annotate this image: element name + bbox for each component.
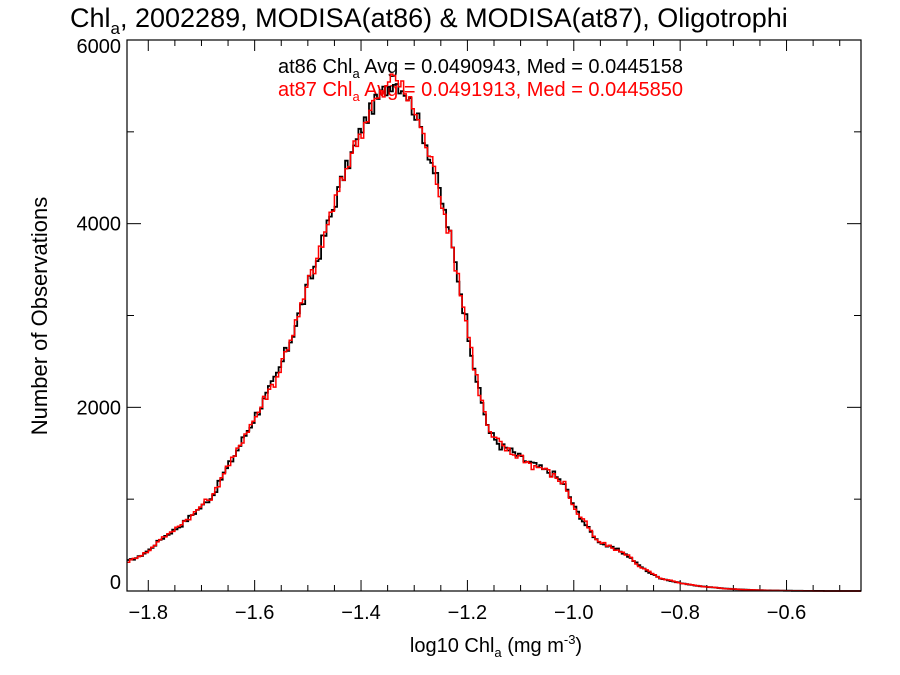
x-axis-label: log10 Chla (mg m-3): [410, 632, 582, 660]
x-tick-label: −0.8: [660, 602, 699, 624]
y-tick-label: 6000: [77, 36, 122, 58]
x-tick-label: −1.8: [129, 602, 168, 624]
series-at86-line: [127, 83, 861, 592]
series-at87-line: [127, 73, 861, 592]
x-tick-label: −1.2: [448, 602, 487, 624]
annotation-at86: at86 Chla Avg = 0.0490943, Med = 0.04451…: [278, 56, 683, 81]
y-axis-label: Number of Observations: [27, 197, 52, 435]
x-tick-label: −0.6: [767, 602, 806, 624]
x-tick-label: −1.6: [235, 602, 274, 624]
y-tick-label: 2000: [77, 397, 122, 419]
x-tick-label: −1.0: [554, 602, 593, 624]
chart-title: Chla, 2002289, MODISA(at86) & MODISA(at8…: [70, 3, 788, 38]
plot-frame: [126, 39, 862, 592]
y-tick-label: 4000: [77, 214, 122, 236]
y-tick-label: 0: [110, 572, 121, 594]
x-tick-label: −1.4: [341, 602, 380, 624]
data-series: [127, 73, 861, 592]
annotation-at87: at87 Chla Avg = 0.0491913, Med = 0.04458…: [278, 79, 683, 104]
axis-ticks: −1.8 −1.6 −1.4 −1.2 −1.0 −0.8 −0.6 0 2000 4000 600…: [77, 36, 861, 624]
